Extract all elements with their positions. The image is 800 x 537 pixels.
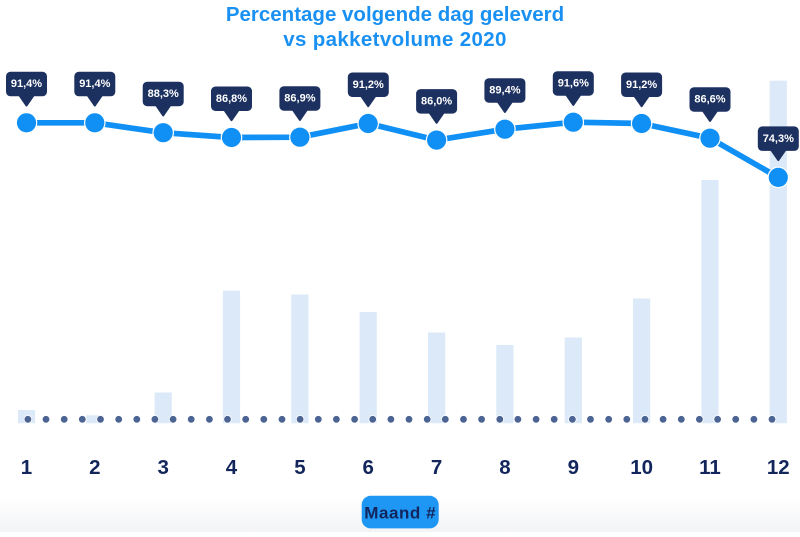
svg-text:91,6%: 91,6% <box>558 78 589 90</box>
svg-text:91,4%: 91,4% <box>79 78 110 90</box>
svg-text:89,4%: 89,4% <box>489 85 520 97</box>
svg-text:10: 10 <box>630 456 653 479</box>
svg-text:3: 3 <box>157 456 168 479</box>
svg-text:91,2%: 91,2% <box>626 79 657 91</box>
svg-text:9: 9 <box>568 456 579 479</box>
svg-text:5: 5 <box>294 456 305 479</box>
svg-text:vs pakketvolume 2020: vs pakketvolume 2020 <box>283 28 507 51</box>
svg-text:1: 1 <box>21 456 32 479</box>
svg-text:7: 7 <box>431 456 442 479</box>
svg-text:12: 12 <box>767 456 790 479</box>
svg-text:86,0%: 86,0% <box>421 96 452 108</box>
svg-text:88,3%: 88,3% <box>148 88 179 100</box>
svg-text:86,8%: 86,8% <box>216 93 247 105</box>
svg-text:86,6%: 86,6% <box>694 94 725 106</box>
svg-text:Percentage volgende dag geleve: Percentage volgende dag geleverd <box>226 3 564 26</box>
svg-text:91,2%: 91,2% <box>353 79 384 91</box>
svg-text:2: 2 <box>89 456 100 479</box>
svg-text:74,3%: 74,3% <box>763 133 794 145</box>
svg-text:Maand #: Maand # <box>364 503 436 522</box>
svg-text:6: 6 <box>362 456 373 479</box>
svg-text:4: 4 <box>226 456 238 479</box>
svg-text:91,4%: 91,4% <box>11 78 42 90</box>
svg-text:86,9%: 86,9% <box>284 93 315 105</box>
svg-text:8: 8 <box>499 456 510 479</box>
svg-text:11: 11 <box>699 456 721 479</box>
